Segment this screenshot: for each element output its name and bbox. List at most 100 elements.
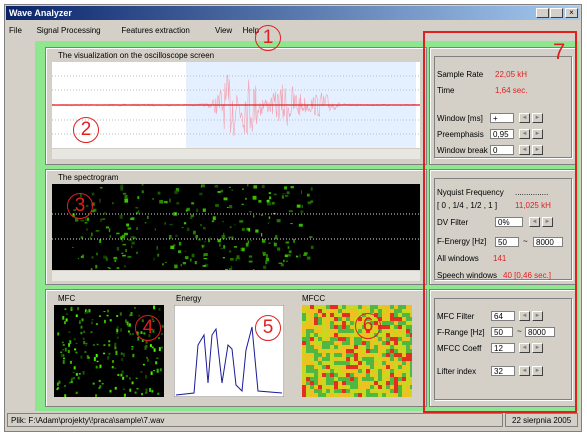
menu-item[interactable]: File [9, 26, 22, 35]
mfcc-cell [378, 377, 382, 381]
spectral-energy [184, 222, 186, 224]
mfcc-cell [402, 369, 406, 373]
mfcc-cell [322, 321, 326, 325]
mfcc-cell [346, 349, 350, 353]
mfcc-cell [370, 305, 374, 309]
spectral-energy [190, 217, 192, 219]
mfcc-cell [358, 373, 362, 377]
mfcc-cell [410, 337, 412, 341]
spectral-energy [253, 196, 257, 200]
mfcc-cell [394, 309, 398, 313]
spectral-energy [297, 205, 301, 208]
mfcc-cell [366, 381, 370, 385]
spectral-energy [196, 209, 198, 212]
mfc-cell [115, 351, 117, 353]
spectral-energy [279, 263, 283, 264]
annotation: 2 [73, 117, 99, 143]
mfcc-cell [350, 349, 354, 353]
mfcc-cell [318, 337, 322, 341]
spectral-energy [147, 216, 149, 219]
mfcc-cell [334, 321, 338, 325]
spectral-energy [157, 254, 159, 257]
mfcc-cell [406, 341, 410, 345]
mfc-cell [112, 366, 114, 368]
mfcc-cell [346, 377, 350, 381]
mfcc-cell [350, 373, 354, 377]
mfc-cell [141, 393, 143, 395]
spectral-energy [124, 233, 128, 235]
mfcc-cell [330, 353, 334, 357]
spectral-energy [299, 254, 300, 258]
menu-item[interactable]: Signal Processing [37, 26, 101, 35]
mfcc-cell [334, 317, 338, 321]
mfcc-cell [394, 365, 398, 369]
mfcc-cell [342, 369, 346, 373]
spectral-energy [229, 250, 231, 252]
mfcc-cell [394, 357, 398, 361]
menu-item[interactable]: Features extraction [121, 26, 189, 35]
spectral-energy [126, 224, 129, 227]
spectral-energy [78, 258, 79, 259]
mfcc-cell [386, 305, 390, 309]
mfcc-cell [394, 325, 398, 329]
mfcc-cell [398, 349, 402, 353]
spectral-energy [285, 195, 288, 197]
mfcc-cell [378, 333, 382, 337]
mfcc-cell [374, 357, 378, 361]
mfcc-cell [382, 345, 386, 349]
mfcc-cell [406, 321, 410, 325]
spectral-energy [169, 235, 172, 239]
mfcc-cell [362, 345, 366, 349]
spectral-energy [191, 215, 194, 218]
menu-item[interactable]: View [215, 26, 232, 35]
mfcc-cell [394, 337, 398, 341]
mfcc-cell [306, 341, 310, 345]
mfcc-cell [374, 393, 378, 397]
mfc-cell [137, 388, 139, 390]
mfcc-cell [382, 341, 386, 345]
mfcc-cell [314, 313, 318, 317]
close-button[interactable]: × [565, 8, 578, 18]
mfcc-cell [394, 381, 398, 385]
mfc-cell [120, 328, 122, 331]
mfcc-cell [350, 313, 354, 317]
mfcc-cell [314, 305, 318, 309]
spectral-energy [169, 199, 171, 203]
spectral-energy [239, 258, 240, 260]
mfc-cell [76, 373, 78, 376]
mfcc-cell [370, 353, 374, 357]
mfcc-cell [330, 349, 334, 353]
mfcc-cell [346, 373, 350, 377]
spectral-energy [267, 200, 269, 202]
mfcc-cell [342, 309, 346, 313]
spectral-energy [223, 245, 225, 249]
spectral-energy [112, 202, 114, 204]
mfcc-cell [314, 321, 318, 325]
maximize-button[interactable] [550, 8, 563, 18]
mfcc-cell [306, 337, 310, 341]
spectral-energy [116, 233, 120, 235]
spectral-energy [241, 204, 243, 205]
mfcc-cell [346, 325, 350, 329]
mfc-cell [65, 348, 67, 352]
mfcc-cell [302, 329, 306, 333]
spectral-energy [174, 265, 177, 269]
mfc-cell [76, 392, 78, 394]
spectral-energy [209, 238, 211, 240]
mfcc-cell [310, 329, 314, 333]
mfcc-cell [390, 321, 394, 325]
scrollbar[interactable] [52, 149, 420, 159]
spectral-energy [165, 262, 167, 263]
mfc-cell [108, 344, 110, 347]
mfc-cell [80, 326, 82, 329]
mfcc-cell [322, 373, 326, 377]
mfcc-cell [398, 345, 402, 349]
mfcc-cell [318, 313, 322, 317]
scrollbar[interactable] [52, 271, 420, 281]
mfcc-cell [310, 353, 314, 357]
minimize-button[interactable] [536, 8, 549, 18]
mfcc-cell [318, 377, 322, 381]
mfc-cell [76, 314, 78, 317]
spectral-energy [91, 233, 92, 237]
mfc-cell [153, 306, 155, 310]
